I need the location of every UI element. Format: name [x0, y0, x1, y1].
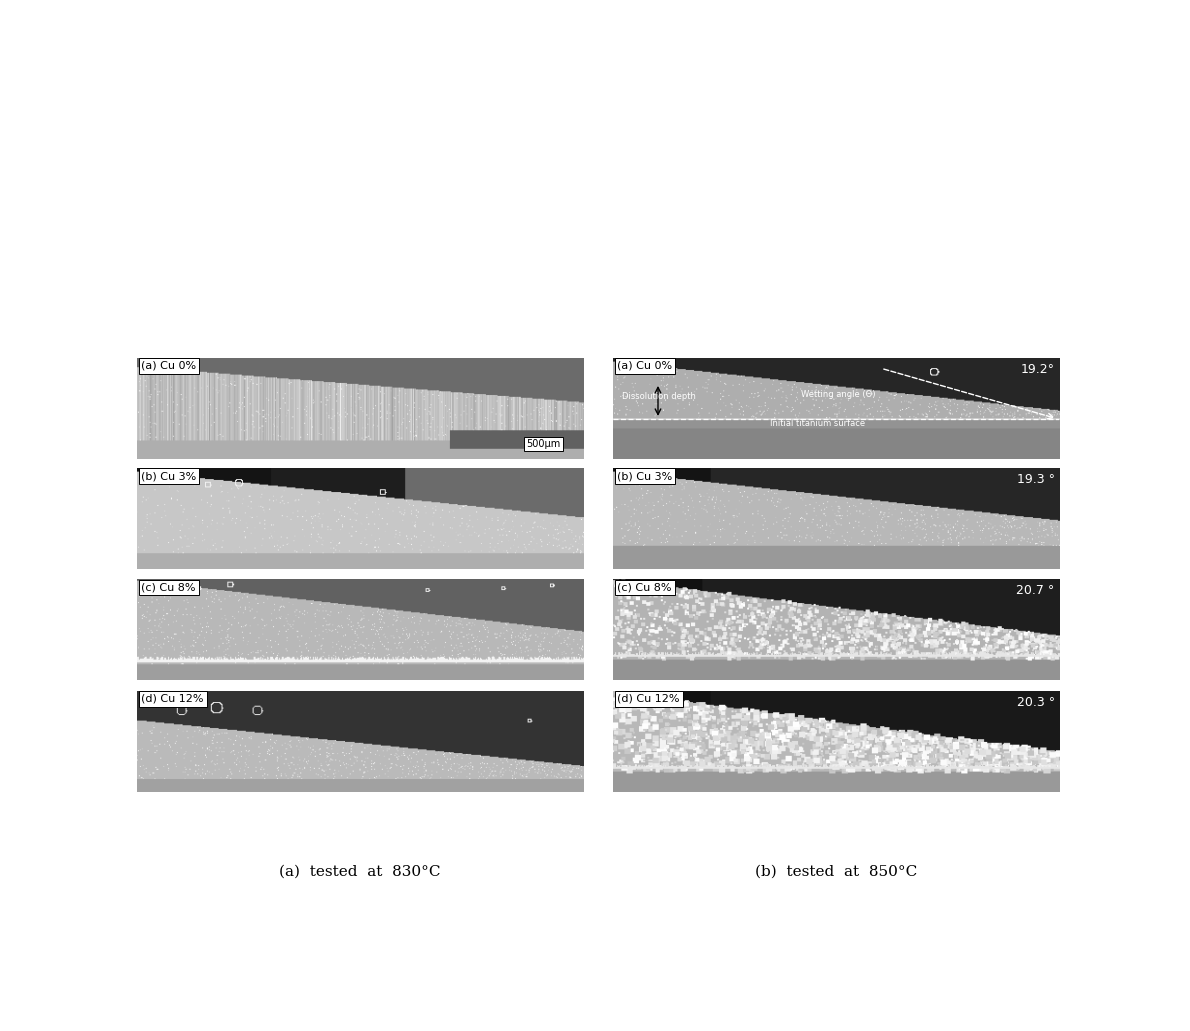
Text: (a) Cu 0%: (a) Cu 0% — [142, 361, 196, 371]
Text: (c) Cu 8%: (c) Cu 8% — [142, 583, 196, 593]
Text: 19.3 °: 19.3 ° — [1016, 473, 1054, 487]
Text: (d) Cu 12%: (d) Cu 12% — [618, 694, 679, 704]
Text: 19.2°: 19.2° — [1021, 363, 1054, 376]
Text: (a) Cu 0%: (a) Cu 0% — [618, 361, 672, 371]
Text: (a)  tested  at  830°C: (a) tested at 830°C — [280, 864, 440, 878]
Text: Wetting angle (Θ): Wetting angle (Θ) — [801, 390, 876, 399]
Text: Initial titanium surface: Initial titanium surface — [770, 419, 865, 428]
Text: (b) Cu 3%: (b) Cu 3% — [618, 471, 672, 481]
Text: (b)  tested  at  850°C: (b) tested at 850°C — [754, 864, 917, 878]
Text: (b) Cu 3%: (b) Cu 3% — [142, 471, 196, 481]
Text: 500μm: 500μm — [526, 439, 560, 448]
Text: (d) Cu 12%: (d) Cu 12% — [142, 694, 203, 704]
Text: 20.3 °: 20.3 ° — [1016, 696, 1054, 709]
Text: 20.7 °: 20.7 ° — [1016, 585, 1054, 598]
Text: Dissolution depth: Dissolution depth — [622, 392, 696, 401]
Text: (c) Cu 8%: (c) Cu 8% — [618, 583, 672, 593]
